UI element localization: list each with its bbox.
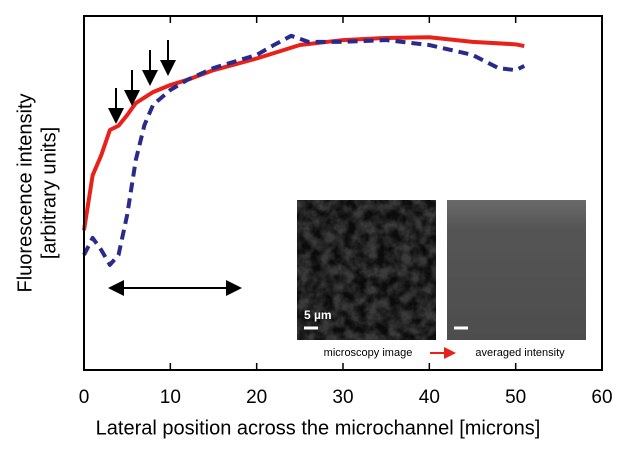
x-tick-label: 0 bbox=[79, 387, 90, 408]
plot-area bbox=[82, 33, 526, 267]
data-line bbox=[82, 33, 526, 267]
x-tick-label: 60 bbox=[591, 387, 612, 408]
arrows bbox=[108, 40, 242, 296]
inset: 5 µm microscopy image averaged intensity bbox=[297, 200, 586, 359]
x-tick-label: 20 bbox=[246, 387, 267, 408]
x-tick-label: 30 bbox=[332, 387, 353, 408]
x-axis-label: Lateral position across the microchannel… bbox=[96, 417, 541, 439]
x-tick-label: 10 bbox=[160, 387, 181, 408]
y-axis-label: [arbitrary units] bbox=[38, 127, 60, 259]
x-tick-label: 40 bbox=[419, 387, 440, 408]
inset-caption: microscopy image bbox=[324, 347, 413, 359]
y-axis-label: Fluorescence intensity bbox=[14, 94, 36, 293]
x-tick-label: 50 bbox=[505, 387, 526, 408]
scale-label: 5 µm bbox=[304, 308, 332, 322]
inset-caption: averaged intensity bbox=[475, 347, 565, 359]
